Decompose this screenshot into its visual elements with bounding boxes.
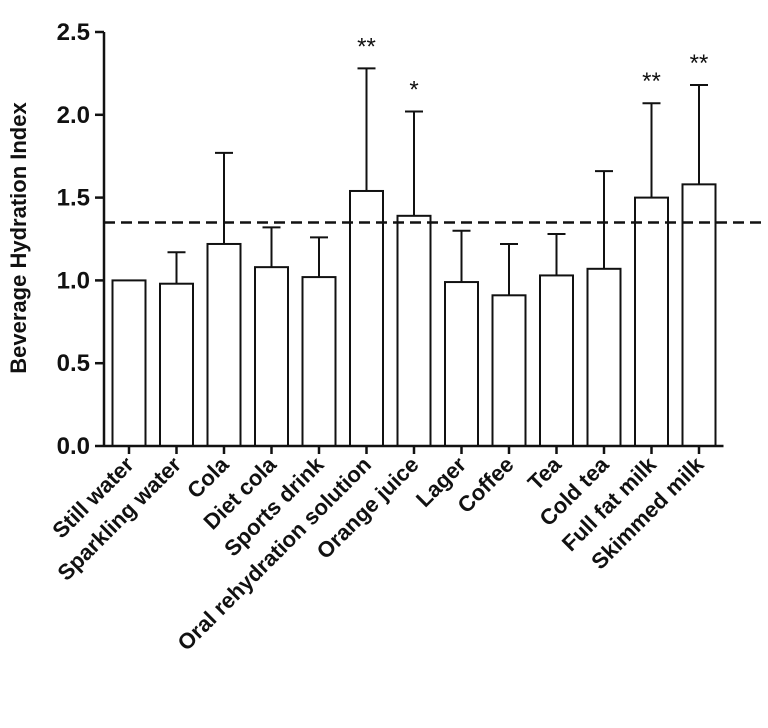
bar — [396, 214, 432, 447]
significance-marker: * — [409, 76, 418, 103]
bar — [159, 282, 194, 447]
bar — [254, 266, 289, 448]
y-axis: 0.0 0.5 1.0 1.5 2.0 2.5 — [57, 19, 106, 460]
significance-marker: ** — [642, 68, 661, 95]
y-axis-title: Beverage Hydration Index — [6, 102, 31, 374]
bar — [491, 294, 527, 447]
bar — [586, 267, 622, 448]
bar — [111, 279, 147, 447]
significance-marker: ** — [357, 33, 376, 60]
y-tick-label: 0.0 — [57, 433, 90, 460]
bar — [206, 242, 242, 447]
bar — [301, 276, 337, 448]
bars: *** **** — [111, 33, 717, 448]
bar — [444, 281, 479, 447]
bar — [539, 274, 574, 447]
y-tick-label: 2.5 — [57, 19, 90, 46]
y-tick-label: 1.5 — [57, 185, 90, 212]
y-tick-label: 2.0 — [57, 102, 90, 129]
significance-marker: ** — [690, 50, 709, 77]
bar — [634, 196, 669, 447]
y-tick-label: 0.5 — [57, 350, 90, 377]
bar — [349, 189, 384, 447]
bar — [681, 183, 717, 448]
y-tick-label: 1.0 — [57, 267, 90, 294]
